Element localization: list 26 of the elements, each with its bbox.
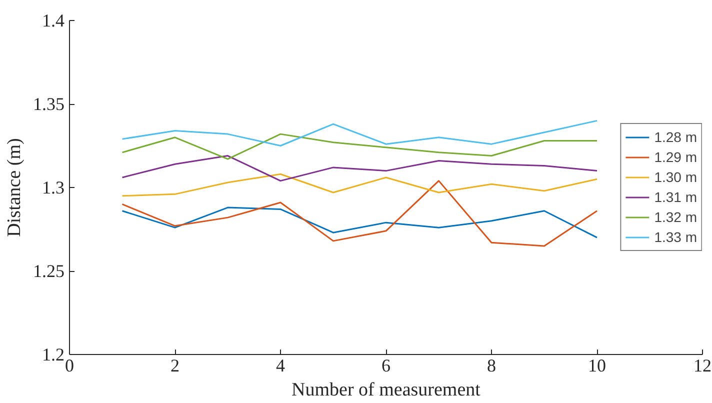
y-tick-label: 1.2 xyxy=(42,344,64,364)
x-tick-label: 4 xyxy=(276,356,285,376)
y-tick-label: 1.35 xyxy=(33,94,64,114)
y-tick-label: 1.3 xyxy=(42,178,64,198)
y-axis-title: Distance (m) xyxy=(4,138,25,237)
line-series xyxy=(122,155,598,182)
x-tick-label: 0 xyxy=(65,356,74,376)
x-tick-label: 10 xyxy=(588,356,606,376)
x-axis-title: Number of measurement xyxy=(292,380,482,400)
x-tick-label: 12 xyxy=(694,356,712,376)
y-tick-label: 1.4 xyxy=(42,10,64,30)
legend-label: 1.32 m xyxy=(654,208,697,226)
line-series xyxy=(122,120,598,146)
line-series xyxy=(122,173,598,197)
legend-label: 1.29 m xyxy=(654,148,697,166)
legend-label: 1.28 m xyxy=(654,128,697,146)
legend-label: 1.33 m xyxy=(654,228,697,246)
legend-label: 1.31 m xyxy=(654,188,697,206)
x-tick-label: 6 xyxy=(382,356,390,376)
line-series xyxy=(122,180,598,247)
line-series xyxy=(122,133,598,160)
line-series xyxy=(122,206,598,238)
x-tick-label: 2 xyxy=(170,356,180,376)
x-tick-label: 8 xyxy=(487,356,496,376)
legend-label: 1.30 m xyxy=(654,168,697,186)
y-tick-label: 1.25 xyxy=(33,261,64,281)
